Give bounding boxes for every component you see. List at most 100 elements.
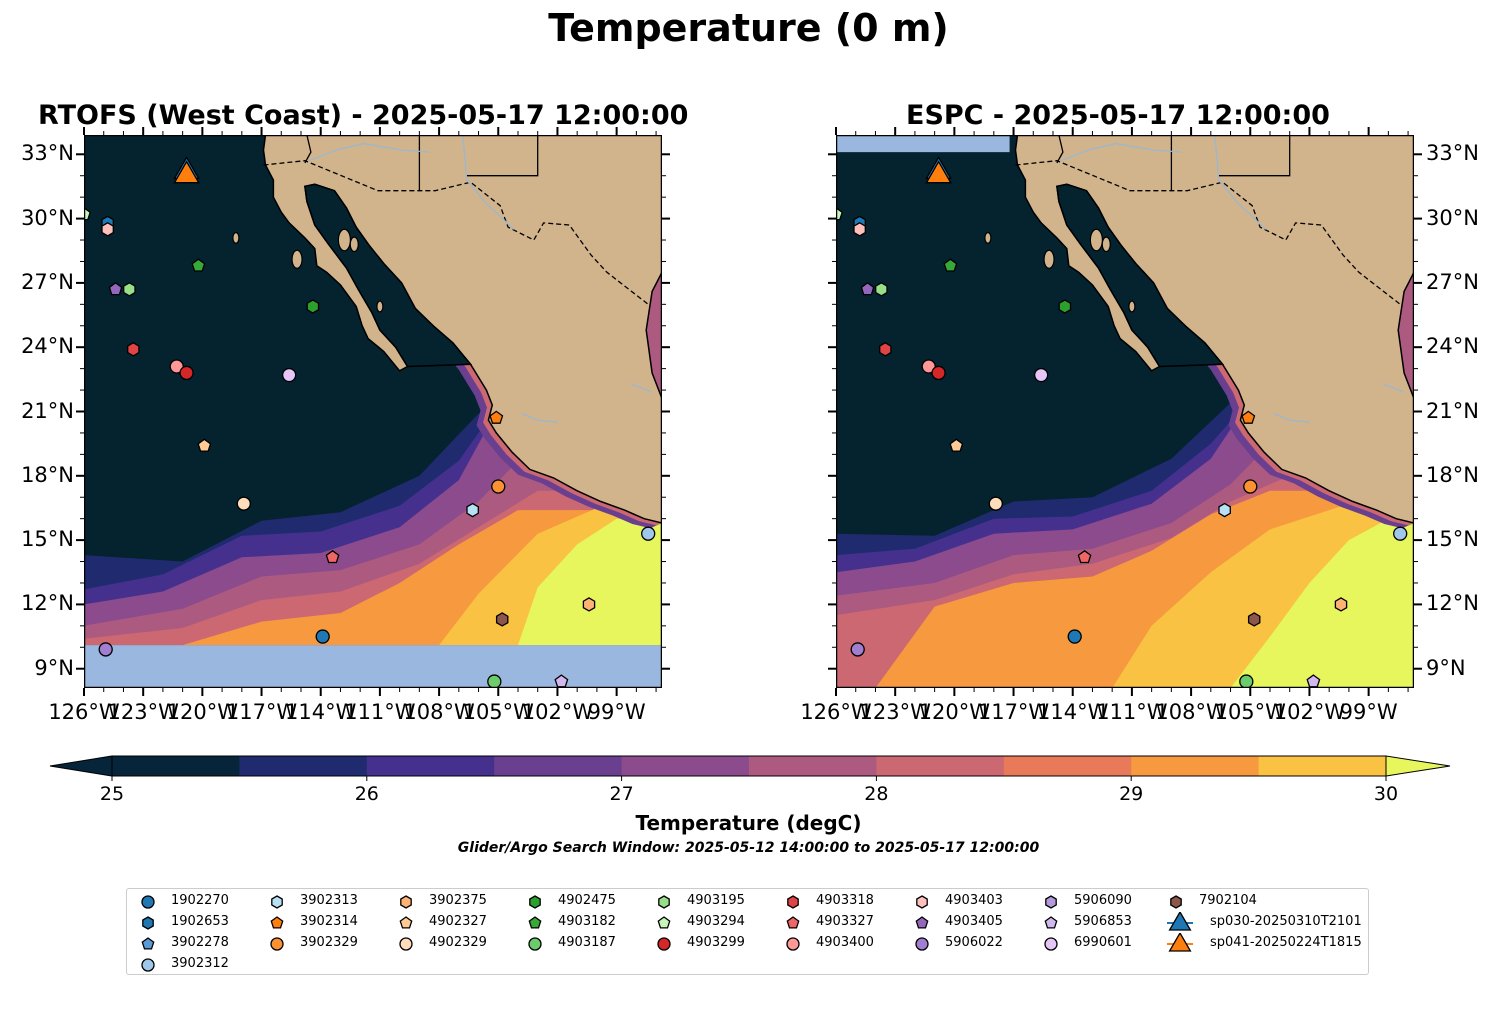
marker-4903294: [836, 206, 843, 221]
lon-tick-label: 108°W: [403, 700, 475, 724]
marker-4903405: [860, 281, 875, 296]
legend-symbol: [915, 937, 929, 951]
lon-tick-label: 123°W: [107, 700, 179, 724]
marker-4902329: [236, 496, 251, 511]
legend-label: 3902375: [429, 893, 487, 908]
marker-3902329: [491, 479, 506, 494]
colorbar-tick-label: 26: [354, 783, 379, 805]
colorbar-tick-label: 28: [864, 783, 889, 805]
legend-marker: [271, 895, 283, 909]
lat-tick-label: 33°N: [1426, 141, 1479, 166]
legend-label: 4903327: [816, 914, 874, 929]
map-frame: [84, 135, 662, 688]
legend-label: 4903182: [558, 914, 616, 929]
river: [308, 142, 430, 162]
colorbar-segment: [1131, 756, 1260, 776]
island: [1043, 249, 1055, 269]
river: [1060, 142, 1182, 162]
lat-tick-label: 15°N: [21, 527, 74, 552]
legend-marker: [399, 937, 413, 951]
legend-label: 4902475: [558, 893, 616, 908]
lon-tick-label: 111°W: [1096, 700, 1168, 724]
international-border: [263, 160, 649, 305]
legend-symbol: [1170, 895, 1182, 909]
legend-symbol: [141, 958, 155, 972]
legend-label: 5906853: [1074, 914, 1132, 929]
legend-marker: [787, 895, 799, 909]
legend-label: 4903294: [687, 914, 745, 929]
colorbar-tick-label: 27: [609, 783, 634, 805]
marker-6990601: [1034, 367, 1049, 383]
colorbar-extend-high: [1385, 755, 1451, 777]
panel-title-espc: ESPC - 2025-05-17 12:00:00: [906, 100, 1330, 131]
lat-tick-label: 24°N: [21, 334, 74, 359]
legend-marker: [1044, 916, 1058, 929]
legend-marker: [142, 916, 154, 930]
legend-marker: [141, 958, 155, 972]
lon-tick-label: 102°W: [1273, 700, 1346, 724]
state-border: [304, 135, 312, 164]
panel-title-rtofs: RTOFS (West Coast) - 2025-05-17 12:00:00: [38, 100, 689, 131]
legend-symbol: [399, 916, 413, 929]
legend-symbol: [271, 895, 283, 909]
lon-tick-label: 126°W: [800, 700, 872, 724]
legend-symbol: [270, 916, 284, 929]
legend-marker: [528, 937, 542, 951]
lat-tick-label: 18°N: [21, 462, 74, 487]
legend-symbol: [1044, 937, 1058, 951]
legend-marker: [529, 895, 541, 909]
colorbar-tick-label: 29: [1119, 783, 1144, 805]
marker-3902313: [1218, 502, 1231, 518]
legend-symbol: [916, 895, 928, 909]
legend-marker: [657, 916, 671, 929]
marker-4903318: [879, 342, 892, 357]
legend-label: 5906022: [945, 935, 1003, 950]
marker-4903400: [921, 359, 936, 374]
marker-4902327: [197, 438, 212, 452]
legend-symbol: [1168, 933, 1192, 952]
lon-tick-label: 102°W: [521, 700, 594, 724]
lon-tick-label: 105°W: [1214, 700, 1286, 724]
colorbar-segment: [876, 756, 1005, 776]
marker-1902270: [315, 629, 330, 644]
colorbar-segment: [749, 756, 877, 776]
marker-4902475: [306, 299, 320, 314]
marker-4903294: [84, 206, 91, 221]
lat-tick-label: 9°N: [34, 655, 74, 680]
legend-label: 4903318: [816, 893, 874, 908]
legend-label: 3902314: [300, 914, 358, 929]
marker-4903405: [108, 281, 123, 296]
island: [1101, 236, 1111, 253]
lon-tick-label: 108°W: [1155, 700, 1227, 724]
lat-tick-label: 21°N: [1426, 398, 1479, 423]
river: [1214, 135, 1267, 230]
legend-marker: [1167, 912, 1193, 931]
legend-label: 7902104: [1199, 893, 1257, 908]
island: [291, 249, 303, 269]
legend-marker: [141, 937, 155, 950]
lon-tick-label: 117°W: [225, 700, 298, 724]
legend-symbol: [141, 895, 155, 909]
legend-marker: [400, 895, 412, 909]
lat-tick-label: 30°N: [21, 205, 74, 230]
legend-marker: [270, 937, 284, 951]
river: [1382, 382, 1405, 393]
state-border: [1056, 135, 1064, 164]
marker-7902104: [1247, 612, 1261, 627]
marker-sp041-20250224T1815: [925, 160, 952, 184]
map-panel-espc: [836, 135, 1414, 688]
lon-tick-label: 120°W: [918, 700, 991, 724]
marker-3902375: [582, 597, 596, 612]
marker-3902314: [1241, 410, 1256, 424]
marker-4902329: [988, 496, 1003, 511]
nodata-region: [84, 645, 662, 688]
legend-symbol: [270, 937, 284, 951]
colorbar-frame: [111, 755, 1387, 777]
colorbar-label: Temperature (degC): [635, 811, 862, 835]
legend-symbol: [1044, 916, 1058, 929]
legend-marker: [915, 916, 929, 929]
lat-tick-label: 27°N: [21, 269, 74, 294]
lon-tick-label: 114°W: [285, 700, 357, 724]
lat-tick-label: 30°N: [1426, 205, 1479, 230]
marker-3902312: [641, 526, 656, 541]
